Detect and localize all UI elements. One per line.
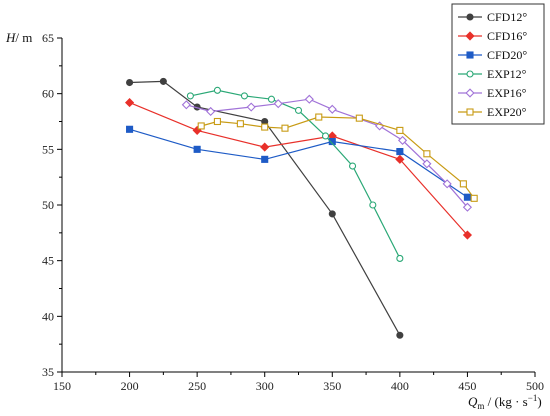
chart-legend: CFD12° CFD16° CFD20° EXP12° EXP16° EXP20° (451, 3, 545, 125)
data-point (396, 148, 404, 156)
legend-marker (466, 13, 474, 21)
data-point (462, 202, 473, 212)
data-point (261, 123, 269, 131)
legend-marker (466, 51, 474, 59)
legend-label: CFD12° (487, 10, 527, 24)
data-point (369, 201, 377, 209)
data-point (459, 180, 467, 188)
data-point (315, 113, 323, 121)
y-tick-label: 55 (42, 142, 54, 156)
data-point (267, 95, 276, 103)
data-point (442, 179, 452, 189)
legend-label: CFD20° (487, 48, 527, 62)
data-point (273, 99, 283, 109)
legend-label: CFD16° (487, 29, 527, 43)
data-point (397, 135, 408, 146)
chart-axes: 150 200 250 300 350 400 450 500 35 40 45 50 55 60 65 H/… (5, 30, 544, 411)
data-point (463, 193, 471, 201)
y-tick-label: 60 (42, 87, 54, 101)
legend-label: EXP12° (487, 67, 527, 81)
data-point (126, 78, 134, 87)
y-tick-label: 35 (42, 365, 54, 379)
x-tick-label: 450 (458, 379, 476, 393)
series-2 (126, 125, 471, 201)
data-point (395, 154, 405, 164)
y-tick-label: 40 (42, 309, 54, 323)
series-1 (124, 97, 473, 240)
y-tick-label: 50 (42, 198, 54, 212)
x-tick-label: 400 (391, 379, 409, 393)
x-tick-label: 350 (323, 379, 341, 393)
series-4 (181, 94, 473, 212)
data-point (423, 150, 431, 158)
x-tick-label: 250 (188, 379, 206, 393)
data-point (462, 230, 473, 240)
data-point (197, 122, 205, 130)
data-point (236, 120, 244, 128)
data-point (240, 92, 248, 100)
data-point (355, 114, 363, 122)
series-line (129, 102, 468, 236)
data-point (213, 117, 221, 126)
data-point (349, 162, 357, 170)
data-point (396, 254, 404, 262)
series-5 (197, 113, 478, 202)
data-point (422, 159, 432, 169)
legend-box (451, 3, 545, 125)
data-point (328, 137, 336, 146)
data-point (124, 97, 135, 108)
data-point (186, 92, 194, 100)
x-tick-label: 300 (256, 379, 274, 393)
data-point (261, 155, 269, 163)
data-point (213, 86, 221, 94)
x-tick-label: 150 (53, 379, 71, 393)
series-0 (126, 77, 404, 339)
data-point (328, 210, 336, 218)
data-point (304, 94, 314, 104)
data-point (159, 77, 167, 85)
data-point (193, 145, 201, 153)
data-point (281, 124, 289, 132)
legend-marker (465, 88, 475, 98)
data-point (126, 125, 134, 133)
y-tick-label: 65 (42, 31, 54, 45)
data-point (327, 104, 337, 114)
data-point (321, 132, 330, 140)
data-point (260, 142, 270, 152)
legend-marker (466, 108, 474, 116)
x-tick-label: 500 (526, 379, 544, 393)
series-line (190, 89, 401, 259)
chart-series-layer (124, 77, 478, 339)
legend-label: EXP20° (487, 105, 527, 119)
data-point (294, 106, 303, 114)
series-line (201, 116, 475, 199)
data-point (206, 106, 216, 117)
y-axis-title: H/ m (5, 30, 32, 45)
series-line (129, 80, 401, 336)
x-tick-label: 200 (121, 379, 139, 393)
legend-marker (465, 31, 475, 41)
legend-marker (466, 70, 474, 78)
series-line (129, 128, 468, 198)
data-point (181, 100, 191, 110)
data-point (396, 126, 404, 134)
x-axis-title: Qm / (kg · s−1) (468, 393, 542, 411)
series-3 (186, 86, 404, 262)
data-point (470, 194, 478, 202)
data-point (396, 331, 404, 339)
data-point (246, 102, 256, 112)
y-tick-label: 45 (42, 254, 54, 268)
legend-label: EXP16° (487, 86, 527, 100)
